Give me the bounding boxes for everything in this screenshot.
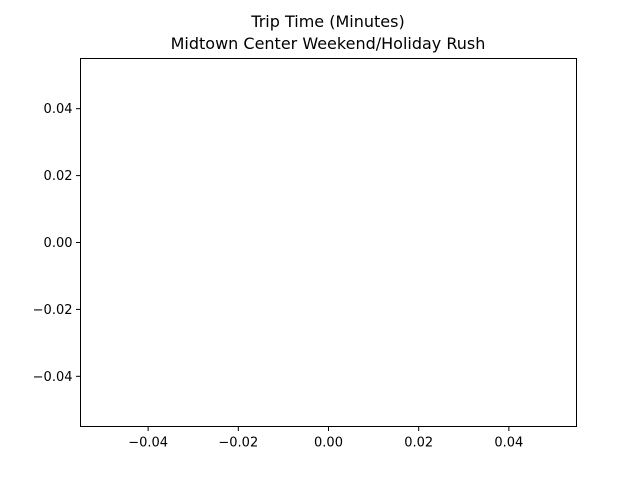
x-axis-ticks: −0.04 −0.02 0.00 0.02 0.04 <box>128 426 523 451</box>
x-tick-label: −0.04 <box>128 436 168 451</box>
x-tick-label: 0.00 <box>314 436 343 451</box>
y-tick-label: 0.02 <box>44 169 73 184</box>
chart-subtitle: Midtown Center Weekend/Holiday Rush <box>170 34 486 53</box>
chart-title: Trip Time (Minutes) <box>251 12 405 31</box>
x-tick-label: 0.02 <box>404 436 433 451</box>
plot-area <box>80 58 577 427</box>
y-axis-ticks: −0.04 −0.02 0.00 0.02 0.04 <box>33 102 81 385</box>
x-tick-label: −0.02 <box>218 436 258 451</box>
x-tick-label: 0.04 <box>494 436 523 451</box>
axes-frame <box>80 58 577 427</box>
y-tick-label: −0.04 <box>33 370 73 385</box>
y-tick-label: 0.04 <box>44 102 73 117</box>
y-tick-label: 0.00 <box>44 236 73 251</box>
y-tick-label: −0.02 <box>33 303 73 318</box>
